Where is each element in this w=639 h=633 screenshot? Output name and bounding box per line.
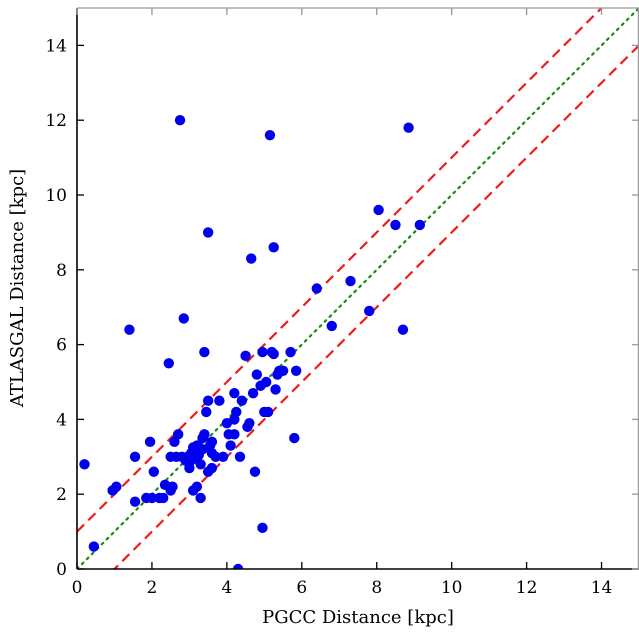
data-point (174, 115, 186, 126)
data-point (345, 275, 356, 287)
data-point (124, 324, 135, 335)
data-point (111, 481, 122, 492)
data-point (129, 496, 141, 507)
data-point (195, 459, 206, 470)
data-point (202, 227, 214, 238)
data-point (206, 462, 218, 474)
x-tick-label: 10 (441, 578, 463, 598)
x-tick-label: 2 (147, 578, 158, 598)
data-point (246, 253, 257, 264)
data-point (231, 406, 242, 418)
data-point (229, 429, 240, 440)
y-tick-label: 14 (45, 36, 67, 56)
y-tick-label: 8 (56, 261, 67, 281)
data-point (247, 388, 259, 399)
data-point (214, 395, 225, 406)
data-point (163, 358, 174, 369)
data-point (289, 432, 300, 444)
x-tick-label: 0 (72, 578, 83, 598)
y-tick-label: 0 (56, 560, 67, 580)
x-tick-label: 8 (371, 578, 382, 598)
y-tick-label: 12 (45, 111, 67, 131)
data-point (257, 346, 268, 358)
data-point (262, 406, 274, 418)
data-point (264, 129, 276, 141)
data-point (414, 219, 426, 231)
data-point (403, 122, 414, 133)
data-point (195, 492, 206, 504)
y-axis-title: ATLASGAL Distance [kpc] (7, 169, 28, 408)
data-point (390, 219, 401, 231)
data-point (167, 481, 178, 492)
data-point (157, 492, 169, 504)
data-point (191, 481, 203, 492)
y-tick-label: 10 (45, 186, 67, 206)
x-tick-label: 6 (296, 578, 307, 598)
data-point (144, 436, 156, 448)
x-tick-label: 14 (591, 578, 613, 598)
data-point (217, 451, 229, 462)
data-point (210, 451, 221, 462)
data-point (236, 395, 248, 406)
data-point (373, 204, 384, 216)
data-point (290, 365, 302, 376)
data-point (202, 395, 214, 406)
data-point (148, 466, 160, 477)
plot-frame (76, 7, 639, 570)
data-point (199, 346, 210, 358)
data-point (364, 305, 375, 317)
data-point (146, 492, 158, 504)
data-point (201, 406, 212, 418)
data-point (229, 388, 240, 399)
data-point (326, 320, 337, 332)
reference-lines (77, 8, 639, 569)
data-point (199, 429, 210, 440)
y-tick-label: 2 (56, 485, 67, 505)
data-point (88, 541, 100, 552)
x-tick-label: 12 (516, 578, 538, 598)
data-point (244, 417, 255, 429)
data-point (178, 313, 189, 324)
x-tick-label: 4 (221, 578, 232, 598)
data-point (270, 384, 281, 395)
data-point (261, 376, 272, 388)
data-point (268, 242, 279, 253)
y-tick-label: 4 (56, 410, 67, 430)
data-point (206, 436, 218, 448)
data-point (249, 466, 261, 477)
data-point (129, 451, 141, 462)
x-axis-ticks: 0 2 4 6 8 10 12 14 (72, 8, 613, 598)
data-point (311, 283, 322, 294)
y-tick-label: 6 (56, 336, 67, 356)
data-point (79, 459, 90, 470)
data-point (268, 348, 279, 360)
data-point (172, 429, 184, 440)
data-point (225, 440, 236, 451)
data-point (397, 324, 409, 335)
data-points (79, 115, 426, 569)
data-point (232, 563, 244, 569)
reference-line-identity-0 (77, 8, 639, 569)
data-point (257, 522, 268, 534)
data-point (285, 346, 296, 358)
data-point (234, 451, 246, 462)
reference-line-offset-1 (77, 8, 604, 533)
data-point (240, 350, 251, 362)
x-axis-title: PGCC Distance [kpc] (262, 607, 454, 628)
data-point (251, 369, 263, 380)
y-axis-ticks: 0 2 4 6 8 10 12 14 (45, 36, 639, 580)
reference-line-offset-2 (112, 44, 639, 569)
data-point (277, 365, 289, 376)
